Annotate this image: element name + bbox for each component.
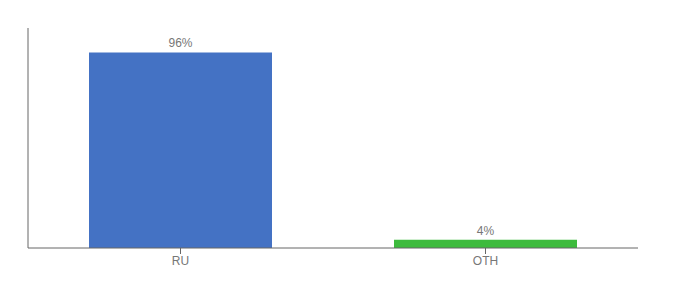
- svg-text:OTH: OTH: [473, 254, 498, 268]
- svg-text:96%: 96%: [168, 36, 192, 50]
- svg-text:RU: RU: [172, 254, 189, 268]
- svg-text:4%: 4%: [477, 224, 495, 238]
